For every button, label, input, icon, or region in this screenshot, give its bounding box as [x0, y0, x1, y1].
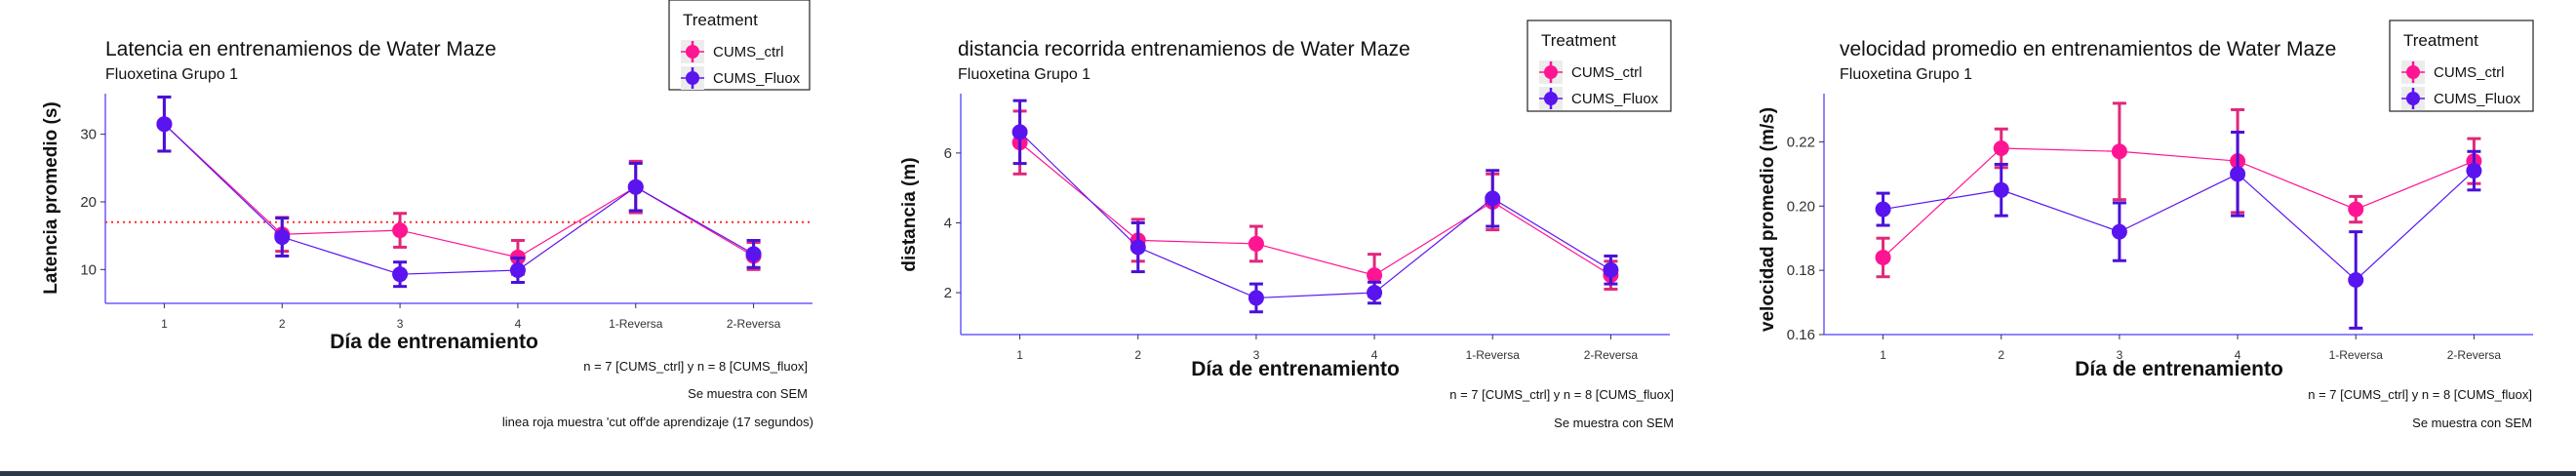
- data-point-cums_ctrl: [1875, 249, 1891, 265]
- x-tick-label: 1: [1016, 348, 1023, 362]
- data-point-cums_fluox: [392, 266, 409, 283]
- y-tick-label: 4: [944, 215, 952, 231]
- x-axis-label: Día de entrenamiento: [330, 331, 538, 353]
- y-tick-label: 2: [944, 285, 952, 301]
- legend-entry-label: CUMS_Fluox: [713, 70, 801, 87]
- y-tick-label: 10: [80, 261, 97, 278]
- x-tick-label: 3: [2117, 348, 2123, 362]
- legend-title: Treatment: [1541, 31, 1616, 50]
- y-axis-label: Latencia promedio (s): [41, 101, 61, 294]
- y-tick-label: 0.22: [1787, 134, 1815, 150]
- data-point-cums_fluox: [1485, 190, 1501, 207]
- data-point-cums_fluox: [1603, 261, 1619, 278]
- data-point-cums_fluox: [1875, 201, 1891, 218]
- legend-key-point: [686, 45, 699, 59]
- legend-entry-label: CUMS_ctrl: [713, 44, 784, 60]
- series-line-cums_ctrl: [164, 123, 754, 258]
- series-line-cums_fluox: [1019, 131, 1611, 299]
- x-tick-label: 1: [1880, 348, 1886, 362]
- x-tick-label: 4: [2235, 348, 2241, 362]
- data-point-cums_fluox: [1367, 285, 1383, 301]
- chart-footnote: n = 7 [CUMS_ctrl] y n = 8 [CUMS_fluox]: [2308, 387, 2532, 402]
- data-point-cums_fluox: [2348, 272, 2364, 289]
- chart-subtitle: Fluoxetina Grupo 1: [105, 66, 238, 83]
- y-tick-label: 6: [944, 145, 952, 162]
- data-point-cums_ctrl: [2348, 201, 2364, 218]
- data-point-cums_ctrl: [1248, 235, 1264, 252]
- legend-entry-label: CUMS_ctrl: [1571, 64, 1643, 81]
- x-tick-label: 4: [1371, 348, 1378, 362]
- x-tick-label: 2-Reversa: [2447, 348, 2502, 362]
- series-line-cums_fluox: [164, 123, 754, 275]
- y-tick-label: 0.20: [1787, 198, 1815, 215]
- legend-key-point: [1544, 65, 1558, 79]
- data-point-cums_fluox: [745, 246, 762, 262]
- legend-title: Treatment: [2403, 31, 2478, 50]
- data-point-cums_fluox: [509, 262, 526, 279]
- x-tick-label: 1-Reversa: [609, 317, 663, 331]
- x-tick-label: 4: [515, 317, 522, 331]
- bottom-divider: [0, 471, 2576, 476]
- chart-footnote: n = 7 [CUMS_ctrl] y n = 8 [CUMS_fluox]: [583, 359, 808, 374]
- legend-entry-label: CUMS_Fluox: [2434, 91, 2521, 107]
- y-axis-label: distancia (m): [899, 157, 920, 271]
- data-point-cums_fluox: [2111, 223, 2127, 240]
- data-point-cums_fluox: [1129, 239, 1146, 256]
- legend-key-point: [2406, 92, 2420, 105]
- chart-title: Latencia en entrenamienos de Water Maze: [105, 38, 496, 60]
- data-point-cums_fluox: [2466, 163, 2482, 179]
- legend-key-point: [2406, 65, 2420, 79]
- chart-footnote: Se muestra con SEM: [688, 386, 808, 401]
- chart-title: velocidad promedio en entrenamientos de …: [1840, 38, 2336, 60]
- chart-footnote: Se muestra con SEM: [1554, 416, 1674, 430]
- x-axis-label: Día de entrenamiento: [2075, 358, 2283, 380]
- x-tick-label: 1: [161, 317, 168, 331]
- data-point-cums_fluox: [156, 116, 173, 133]
- data-point-cums_fluox: [1993, 181, 2009, 198]
- chart-subtitle: Fluoxetina Grupo 1: [1840, 66, 1972, 83]
- y-tick-label: 20: [80, 194, 97, 211]
- x-tick-label: 3: [1253, 348, 1260, 362]
- data-point-cums_fluox: [2230, 166, 2246, 182]
- x-tick-label: 2: [279, 317, 286, 331]
- y-tick-label: 0.16: [1787, 327, 1815, 343]
- data-point-cums_ctrl: [2111, 143, 2127, 160]
- y-tick-label: 30: [80, 127, 97, 143]
- legend-entry-label: CUMS_Fluox: [1571, 91, 1659, 107]
- chart-title: distancia recorrida entrenamienos de Wat…: [958, 38, 1410, 60]
- x-tick-label: 1-Reversa: [1466, 348, 1521, 362]
- chart-subtitle: Fluoxetina Grupo 1: [958, 66, 1090, 83]
- x-axis-label: Día de entrenamiento: [1191, 358, 1400, 380]
- data-point-cums_ctrl: [392, 222, 409, 239]
- legend-key-point: [686, 71, 699, 85]
- series-line-cums_ctrl: [1882, 147, 2475, 258]
- data-point-cums_ctrl: [1993, 139, 2009, 156]
- chart-footnote: linea roja muestra 'cut off'de aprendiza…: [502, 415, 813, 429]
- data-point-cums_fluox: [1248, 290, 1264, 306]
- data-point-cums_fluox: [274, 229, 291, 246]
- x-tick-label: 3: [397, 317, 404, 331]
- legend-title: Treatment: [683, 11, 758, 29]
- x-tick-label: 2: [1998, 348, 2004, 362]
- chart-footnote: Se muestra con SEM: [2412, 416, 2532, 430]
- chart-footnote: n = 7 [CUMS_ctrl] y n = 8 [CUMS_fluox]: [1449, 387, 1674, 402]
- legend-key-point: [1544, 92, 1558, 105]
- y-tick-label: 0.18: [1787, 262, 1815, 279]
- x-tick-label: 2-Reversa: [727, 317, 781, 331]
- data-point-cums_fluox: [1011, 124, 1028, 140]
- data-point-cums_fluox: [627, 178, 644, 195]
- legend-entry-label: CUMS_ctrl: [2434, 64, 2505, 81]
- y-axis-label: velocidad promedio (m/s): [1758, 107, 1778, 332]
- series-line-cums_fluox: [1882, 170, 2475, 281]
- x-tick-label: 1-Reversa: [2329, 348, 2384, 362]
- series-line-cums_ctrl: [1019, 141, 1611, 276]
- x-tick-label: 2-Reversa: [1584, 348, 1639, 362]
- data-point-cums_ctrl: [1367, 267, 1383, 284]
- x-tick-label: 2: [1134, 348, 1141, 362]
